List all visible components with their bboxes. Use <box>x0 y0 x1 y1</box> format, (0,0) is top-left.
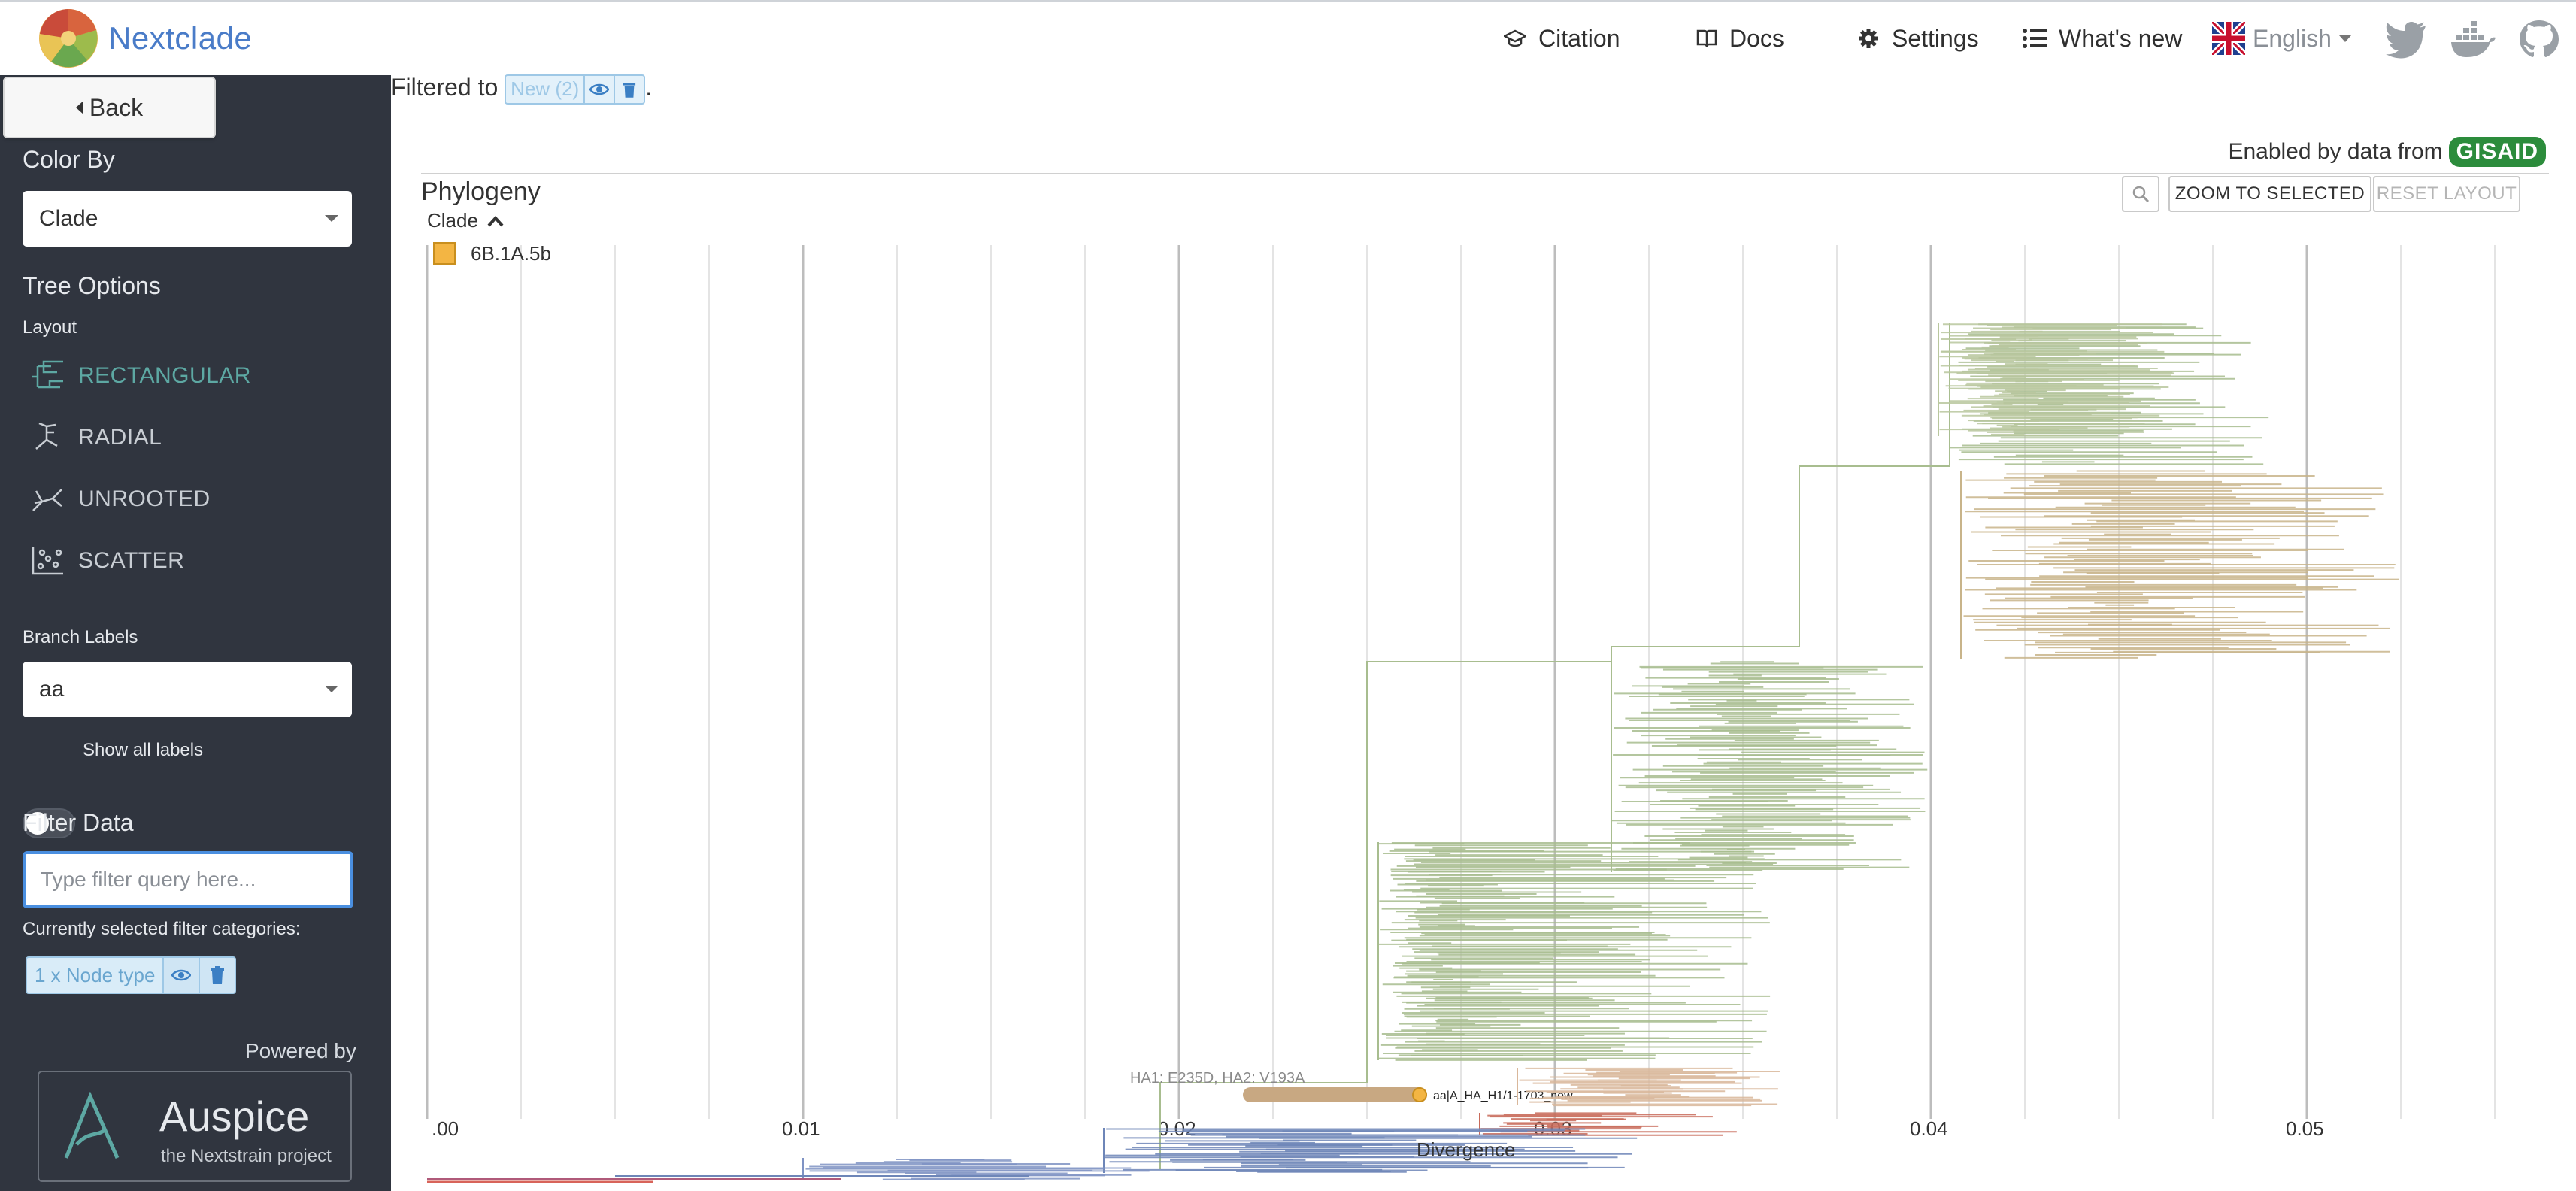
branch-labels-heading: Branch Labels <box>23 627 138 647</box>
nav-settings[interactable]: Settings <box>1857 21 1979 56</box>
branch-annotation: HA1: E235D, HA2: V193A <box>1130 1070 1305 1086</box>
github-icon[interactable] <box>2519 20 2559 59</box>
zoom-icon[interactable] <box>2122 176 2159 212</box>
color-by-select[interactable]: Clade <box>23 191 352 247</box>
main-panel: Filtered to New (2) . Enabled by data fr… <box>391 74 2576 1191</box>
filter-chip[interactable]: 1 x Node type <box>26 956 237 994</box>
filtered-prefix: Filtered to <box>391 74 499 101</box>
filter-input[interactable] <box>23 851 353 908</box>
nav-settings-label: Settings <box>1892 24 1979 52</box>
nav-docs-label: Docs <box>1729 24 1784 52</box>
auspice-logo-icon <box>64 1092 120 1159</box>
language-label: English <box>2253 24 2332 52</box>
legend-toggle[interactable]: Clade <box>427 209 504 232</box>
tree-backbone <box>1159 323 1950 1169</box>
divider <box>421 173 2549 174</box>
powered-by-label: Powered by <box>245 1039 356 1062</box>
unrooted-tree-icon <box>32 489 62 511</box>
nav-citation[interactable]: Citation <box>1504 21 1620 56</box>
radial-tree-icon <box>35 422 58 450</box>
nav-whats-new-label: What's new <box>2059 24 2183 52</box>
legend-item-label[interactable]: 6B.1A.5b <box>471 242 551 265</box>
auspice-link[interactable]: Auspice the Nextstrain project <box>38 1071 352 1182</box>
x-tick-label: .00 <box>432 1117 459 1140</box>
reset-layout-button[interactable]: RESET LAYOUT <box>2373 176 2520 212</box>
brand-name-text: Nextclade <box>108 20 253 56</box>
list-icon <box>2023 29 2047 48</box>
layout-rectangular-label: RECTANGULAR <box>78 363 251 388</box>
auspice-subtitle: the Nextstrain project <box>161 1146 332 1166</box>
auspice-name: Auspice <box>159 1093 310 1140</box>
rectangular-tree-icon <box>32 360 63 389</box>
twitter-icon[interactable] <box>2385 20 2427 59</box>
legend-title: Clade <box>427 209 478 232</box>
layout-radial[interactable]: RADIAL <box>30 417 162 459</box>
panel-title: Phylogeny <box>421 177 541 206</box>
filter-chip-label: 1 x Node type <box>35 963 156 986</box>
layout-heading: Layout <box>23 317 77 338</box>
layout-unrooted-label: UNROOTED <box>78 486 211 511</box>
x-axis-title: Divergence <box>1417 1138 1516 1161</box>
nav-docs[interactable]: Docs <box>1696 21 1784 56</box>
data-credit: Enabled by data from GISAID <box>2228 137 2546 167</box>
show-all-labels-toggle[interactable] <box>23 808 75 838</box>
filter-data-heading: Filter Data <box>23 809 134 836</box>
gisaid-logo[interactable]: GISAID <box>2448 137 2546 167</box>
x-tick-label: 0.01 <box>782 1117 820 1140</box>
layout-radial-label: RADIAL <box>78 425 162 450</box>
trash-icon[interactable] <box>199 958 235 993</box>
eye-icon[interactable] <box>162 958 199 993</box>
current-filters-label: Currently selected filter categories: <box>23 919 301 939</box>
top-navbar: Nextclade Citation Docs Settings What's … <box>0 0 2576 75</box>
nav-citation-label: Citation <box>1538 24 1620 52</box>
branch-labels-value: aa <box>39 677 65 702</box>
nav-whats-new[interactable]: What's new <box>2023 21 2182 56</box>
brand-name: Nextclade <box>108 20 252 56</box>
phylogeny-tree[interactable]: .000.010.020.030.040.05aa|A_HA_H1/1-1703… <box>391 75 2576 1191</box>
nextclade-logo-icon <box>39 9 98 68</box>
layout-scatter[interactable]: SCATTER <box>30 540 184 582</box>
zoom-to-selected-button[interactable]: ZOOM TO SELECTED <box>2168 176 2371 212</box>
uk-flag-icon <box>2212 22 2245 55</box>
chevron-down-icon <box>2338 35 2351 42</box>
scatter-plot-icon <box>32 547 63 575</box>
toggle-knob <box>26 812 49 835</box>
color-by-value: Clade <box>39 206 98 231</box>
branch-labels-select[interactable]: aa <box>23 662 352 717</box>
color-by-heading: Color By <box>23 146 115 173</box>
eye-icon[interactable] <box>583 75 614 103</box>
gear-icon <box>1859 29 1878 48</box>
caret-left-icon <box>75 101 83 114</box>
layout-rectangular[interactable]: RECTANGULAR <box>30 355 251 397</box>
selected-node <box>1412 1087 1427 1102</box>
show-all-labels-label: Show all labels <box>83 740 204 760</box>
enabled-by-label: Enabled by data from <box>2228 139 2443 164</box>
x-tick-label: 0.05 <box>2286 1117 2324 1140</box>
chevron-down-icon <box>325 215 338 222</box>
filtered-chip-label: New (2) <box>511 77 580 101</box>
legend-swatch[interactable] <box>433 242 456 265</box>
filtered-suffix: . <box>645 74 653 101</box>
trash-icon[interactable] <box>614 75 644 103</box>
layout-scatter-label: SCATTER <box>78 548 185 573</box>
book-open-icon <box>1696 29 1717 47</box>
language-selector[interactable]: English <box>2212 21 2351 56</box>
tree-options-heading: Tree Options <box>23 272 161 299</box>
chevron-up-icon <box>487 215 504 226</box>
back-label: Back <box>89 93 144 121</box>
layout-unrooted[interactable]: UNROOTED <box>30 478 211 520</box>
back-button[interactable]: Back <box>3 77 216 138</box>
graduation-cap-icon <box>1504 29 1526 47</box>
filtered-summary: Filtered to New (2) . <box>391 74 652 105</box>
brand[interactable]: Nextclade <box>38 8 252 69</box>
filtered-chip[interactable]: New (2) <box>505 74 646 105</box>
docker-icon[interactable] <box>2450 20 2496 59</box>
chevron-down-icon <box>325 686 338 692</box>
x-tick-label: 0.04 <box>1910 1117 1948 1140</box>
sidebar: Color By Clade Tree Options Layout RECTA… <box>0 75 391 1191</box>
